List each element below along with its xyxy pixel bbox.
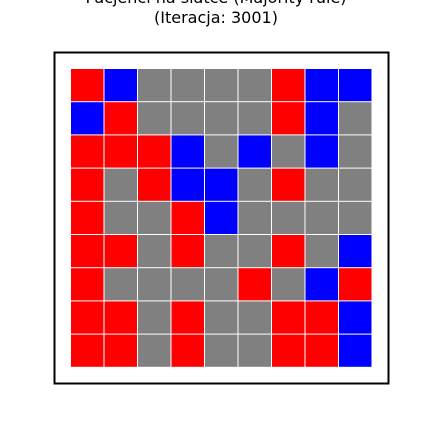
grid-cell-blue-r8c9 <box>339 301 372 334</box>
grid-cell-gray-r2c4 <box>171 102 204 135</box>
grid-cell-red-r4c7 <box>272 168 305 201</box>
grid-cell-red-r1c7 <box>272 69 305 102</box>
grid-cell-gray-r6c5 <box>205 235 238 268</box>
grid-cell-red-r8c7 <box>272 301 305 334</box>
grid-cell-blue-r6c9 <box>339 235 372 268</box>
grid-cell-blue-r4c5 <box>205 168 238 201</box>
grid-cell-gray-r4c6 <box>238 168 271 201</box>
grid-cell-gray-r5c6 <box>238 201 271 234</box>
grid-cells <box>71 69 372 367</box>
chart-title-line-2: (Iteracja: 3001) <box>154 8 278 27</box>
grid-cell-red-r7c6 <box>238 268 271 301</box>
grid-cell-blue-r3c6 <box>238 135 271 168</box>
grid-cell-gray-r3c7 <box>272 135 305 168</box>
grid-cell-red-r9c2 <box>104 334 137 367</box>
grid-cell-red-r5c4 <box>171 201 204 234</box>
grid-cell-red-r8c8 <box>305 301 338 334</box>
grid-cell-gray-r8c5 <box>205 301 238 334</box>
grid-cell-gray-r9c3 <box>138 334 171 367</box>
grid-cell-gray-r7c3 <box>138 268 171 301</box>
grid-cell-blue-r1c9 <box>339 69 372 102</box>
grid-cell-gray-r5c9 <box>339 201 372 234</box>
grid-cell-red-r6c1 <box>71 235 104 268</box>
grid-cell-gray-r2c6 <box>238 102 271 135</box>
grid-cell-gray-r6c6 <box>238 235 271 268</box>
grid-cell-red-r5c1 <box>71 201 104 234</box>
grid-cell-red-r8c4 <box>171 301 204 334</box>
grid-cell-blue-r5c5 <box>205 201 238 234</box>
grid-cell-gray-r1c4 <box>171 69 204 102</box>
grid-cell-red-r8c1 <box>71 301 104 334</box>
grid-cell-red-r3c3 <box>138 135 171 168</box>
grid-cell-blue-r1c2 <box>104 69 137 102</box>
grid-cell-red-r2c2 <box>104 102 137 135</box>
grid-cell-gray-r8c3 <box>138 301 171 334</box>
grid-cell-red-r3c2 <box>104 135 137 168</box>
grid-cell-red-r2c7 <box>272 102 305 135</box>
grid-cell-gray-r2c5 <box>205 102 238 135</box>
grid-cell-blue-r1c8 <box>305 69 338 102</box>
grid-cell-red-r1c1 <box>71 69 104 102</box>
grid-cell-gray-r2c9 <box>339 102 372 135</box>
grid-cell-gray-r7c4 <box>171 268 204 301</box>
grid-cell-blue-r2c1 <box>71 102 104 135</box>
grid-cell-gray-r3c5 <box>205 135 238 168</box>
grid-cell-gray-r5c7 <box>272 201 305 234</box>
grid-cell-gray-r6c8 <box>305 235 338 268</box>
grid-cell-blue-r9c9 <box>339 334 372 367</box>
grid-cell-blue-r2c8 <box>305 102 338 135</box>
grid-cell-gray-r9c6 <box>238 334 271 367</box>
grid-cell-gray-r5c3 <box>138 201 171 234</box>
grid-cell-gray-r1c3 <box>138 69 171 102</box>
grid-cell-red-r7c9 <box>339 268 372 301</box>
chart-title-line-1: Pacjenci na siatce (Majority rule) <box>0 0 432 8</box>
grid-cell-red-r4c3 <box>138 168 171 201</box>
grid-cell-gray-r7c5 <box>205 268 238 301</box>
grid-cell-gray-r4c2 <box>104 168 137 201</box>
grid-cell-red-r4c1 <box>71 168 104 201</box>
grid-cell-red-r8c2 <box>104 301 137 334</box>
grid-cell-red-r9c4 <box>171 334 204 367</box>
grid-cell-red-r6c4 <box>171 235 204 268</box>
grid-cell-blue-r3c4 <box>171 135 204 168</box>
grid-cell-gray-r5c2 <box>104 201 137 234</box>
grid-cell-red-r9c8 <box>305 334 338 367</box>
grid-cell-red-r6c7 <box>272 235 305 268</box>
grid-cell-blue-r4c4 <box>171 168 204 201</box>
grid-cell-blue-r3c8 <box>305 135 338 168</box>
grid-cell-red-r9c7 <box>272 334 305 367</box>
grid-cell-gray-r5c8 <box>305 201 338 234</box>
grid-cell-gray-r4c8 <box>305 168 338 201</box>
grid-cell-red-r9c1 <box>71 334 104 367</box>
grid-cell-red-r3c1 <box>71 135 104 168</box>
grid-cell-gray-r8c6 <box>238 301 271 334</box>
grid-cell-gray-r3c9 <box>339 135 372 168</box>
grid-cell-gray-r6c3 <box>138 235 171 268</box>
grid-cell-gray-r1c6 <box>238 69 271 102</box>
grid-cell-gray-r9c5 <box>205 334 238 367</box>
grid-cell-gray-r7c7 <box>272 268 305 301</box>
grid-cell-gray-r7c2 <box>104 268 137 301</box>
grid-cell-gray-r1c5 <box>205 69 238 102</box>
grid-cell-gray-r4c9 <box>339 168 372 201</box>
grid-cell-blue-r7c8 <box>305 268 338 301</box>
grid-cell-gray-r2c3 <box>138 102 171 135</box>
grid-cell-red-r7c1 <box>71 268 104 301</box>
chart-title: Pacjenci na siatce (Majority rule) (Iter… <box>0 0 432 28</box>
grid-cell-red-r6c2 <box>104 235 137 268</box>
